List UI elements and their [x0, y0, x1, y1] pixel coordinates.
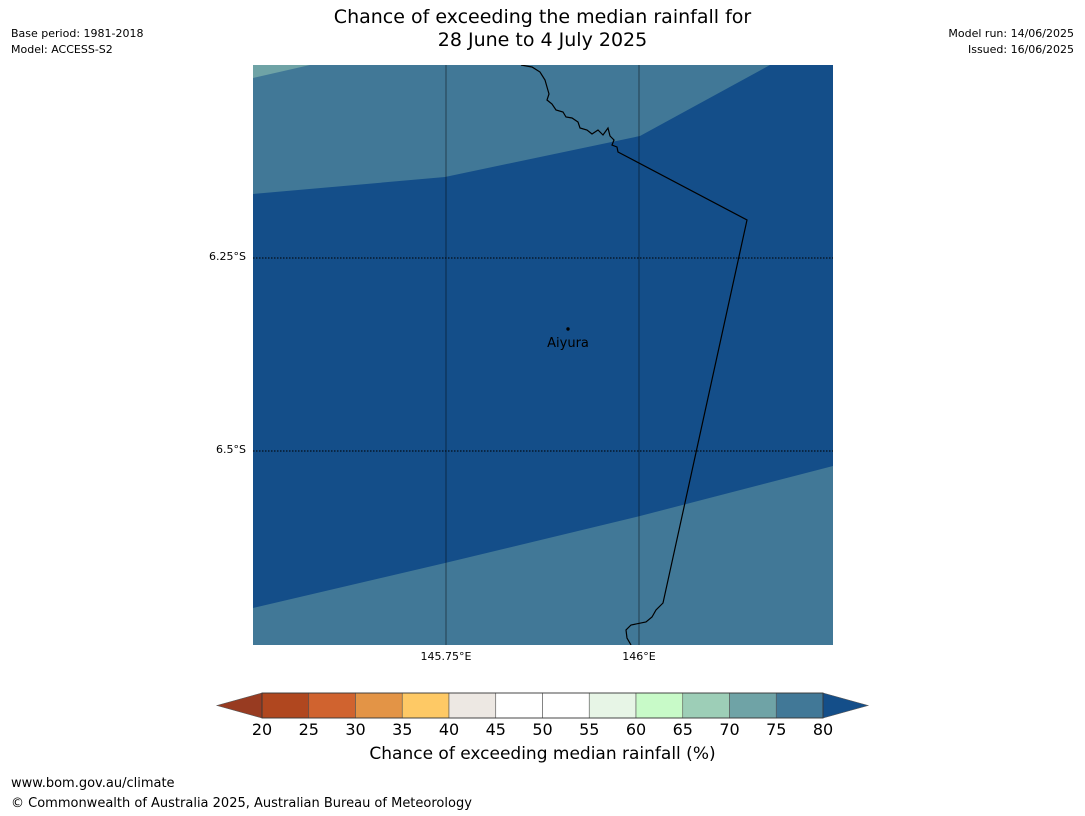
colorbar-cell	[261, 692, 310, 719]
longitude-label-146: 146°E	[622, 650, 656, 663]
colorbar-tick-label: 75	[766, 720, 787, 739]
base-period-text: Base period: 1981-2018	[11, 27, 144, 40]
colorbar-cell	[635, 692, 684, 719]
probability-band-70-75	[253, 65, 310, 78]
colorbar-over-arrow	[822, 692, 870, 719]
aiyura-location-marker	[566, 327, 570, 331]
colorbar-tick-label: 80	[812, 720, 834, 739]
footer-copyright: © Commonwealth of Australia 2025, Austra…	[11, 796, 472, 811]
colorbar-tick-label: 60	[625, 720, 647, 739]
international-border-line	[520, 65, 748, 645]
latitude-label-6-5: 6.5°S	[216, 443, 246, 456]
issued-date-text: Issued: 16/06/2025	[967, 43, 1074, 56]
colorbar-cell	[542, 692, 590, 719]
colorbar-cell	[448, 692, 497, 719]
footer-url-link[interactable]: www.bom.gov.au/climate	[11, 776, 175, 791]
issue-info: Model run: 14/06/2025 Issued: 16/06/2025	[948, 26, 1074, 58]
colorbar-tick-label: 65	[672, 720, 693, 739]
colorbar-outline	[261, 692, 824, 719]
longitude-label-145-75: 145.75°E	[420, 650, 472, 663]
colorbar-cell	[401, 692, 450, 719]
colorbar-cell	[495, 692, 543, 719]
colorbar-cell	[308, 692, 356, 719]
model-run-text: Model run: 14/06/2025	[948, 27, 1074, 40]
probability-band-above-80	[253, 65, 833, 608]
colorbar-cell	[775, 692, 824, 719]
model-info: Base period: 1981-2018 Model: ACCESS-S2	[11, 26, 143, 58]
map-title: Chance of exceeding the median rainfall …	[0, 6, 1085, 52]
colorbar-tick-label: 70	[719, 720, 740, 739]
footer: www.bom.gov.au/climate © Commonwealth of…	[11, 774, 472, 814]
place-label-aiyura: Aiyura	[547, 336, 589, 351]
model-name-text: Model: ACCESS-S2	[11, 43, 113, 56]
colorbar-tick-label: 50	[532, 720, 553, 739]
colorbar-tick-label: 40	[438, 720, 460, 739]
colorbar-under-arrow	[215, 692, 263, 719]
colorbar-tick-label: 35	[392, 720, 413, 739]
colorbar-cell	[588, 692, 637, 719]
latitude-label-6-25: 6.25°S	[209, 250, 246, 263]
map-title-line-1: Chance of exceeding the median rainfall …	[333, 6, 752, 28]
colorbar-cell	[682, 692, 730, 719]
colorbar-tick-label: 20	[251, 720, 273, 739]
colorbar-cell	[355, 692, 403, 719]
map-title-line-2: 28 June to 4 July 2025	[437, 29, 648, 51]
colorbar-cell	[729, 692, 777, 719]
colorbar-tick-label: 25	[298, 720, 319, 739]
colorbar-label: Chance of exceeding median rainfall (%)	[369, 744, 716, 764]
colorbar-tick-label: 45	[485, 720, 506, 739]
colorbar-tick-label: 55	[579, 720, 600, 739]
colorbar-tick-label: 30	[345, 720, 366, 739]
